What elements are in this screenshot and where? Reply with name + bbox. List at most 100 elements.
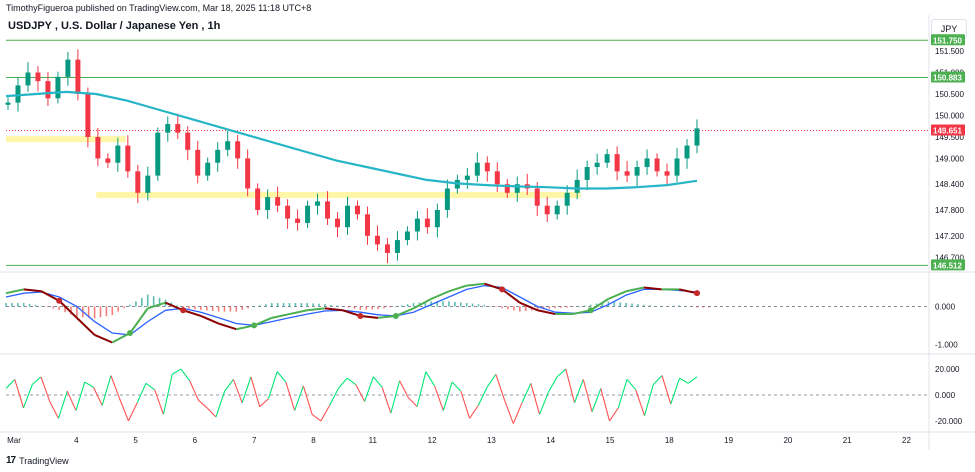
momentum-histogram-bar	[324, 304, 326, 307]
fast-wave-segment	[519, 301, 538, 312]
candle-body	[325, 201, 331, 219]
candle-body	[135, 171, 141, 193]
momentum-histogram-bar	[684, 306, 686, 307]
momentum-histogram-bar	[601, 302, 604, 307]
time-tick-label: 22	[902, 436, 911, 445]
fast-wave-segment	[111, 332, 131, 344]
momentum-histogram-bar	[241, 306, 244, 310]
fast-wave-segment	[324, 307, 343, 312]
chart-title: USDJPY , U.S. Dollar / Japanese Yen , 1h	[8, 20, 221, 32]
oscillator-segment	[294, 385, 304, 411]
fast-wave-segment	[200, 315, 220, 325]
oscillator-segment	[626, 379, 637, 391]
oscillator-segment	[250, 376, 261, 407]
price-tick-label: 151.500	[935, 47, 964, 56]
momentum-histogram-bar	[465, 303, 468, 307]
price-level-tag	[931, 124, 965, 136]
fast-wave-segment	[23, 288, 42, 293]
candle-body	[255, 188, 261, 210]
support-zone	[6, 136, 126, 143]
momentum-histogram-bar	[318, 303, 320, 307]
fast-wave-segment	[625, 286, 645, 293]
momentum-histogram-bar	[5, 303, 7, 307]
momentum-histogram-bar	[123, 306, 125, 309]
fast-wave-segment	[537, 309, 556, 316]
oscillator-segment	[267, 371, 278, 400]
momentum-histogram-bar	[495, 306, 497, 308]
candle-body	[275, 197, 281, 206]
price-level-label: 150.883	[933, 74, 962, 83]
momentum-histogram-bar	[64, 306, 66, 313]
momentum-histogram-bar	[406, 304, 409, 307]
candle-body	[225, 141, 231, 150]
price-level-label: 151.750	[933, 36, 962, 45]
price-level-tag	[931, 34, 965, 46]
moving-average-line	[5, 90, 698, 190]
candle-body	[95, 136, 101, 159]
fast-wave-segment	[147, 301, 166, 310]
oscillator-segment	[84, 381, 94, 388]
fast-wave-segment	[165, 301, 184, 312]
oscillator-segment	[92, 386, 103, 406]
cross-signal-dot	[357, 312, 364, 319]
candle-body	[514, 184, 520, 193]
candle-body	[494, 171, 500, 185]
candle-body	[315, 201, 321, 206]
momentum-histogram-bar	[141, 297, 143, 307]
candle-body	[45, 81, 51, 99]
price-tick-label: 149.000	[935, 154, 964, 163]
fast-wave-segment	[289, 309, 308, 316]
candle-body	[374, 235, 380, 245]
momentum-histogram-bar	[111, 306, 114, 315]
momentum-histogram-bar	[194, 306, 196, 310]
oscillator-segment	[259, 398, 269, 408]
fast-wave-segment	[643, 286, 662, 291]
candle-body	[205, 162, 211, 176]
candle-body	[394, 240, 400, 253]
momentum-histogram-bar	[87, 306, 90, 318]
candle-body	[35, 72, 41, 82]
momentum-histogram-bar	[637, 304, 639, 307]
momentum-histogram-bar	[105, 306, 108, 317]
momentum-histogram-bar	[672, 305, 675, 307]
candle-body	[125, 145, 131, 172]
momentum-histogram-bar	[93, 306, 96, 319]
support-zone	[96, 191, 581, 198]
momentum-histogram-bar	[129, 304, 131, 307]
momentum-histogram-bar	[265, 304, 267, 307]
candle-body	[664, 171, 670, 176]
cross-signal-dot	[499, 286, 506, 293]
fast-wave-segment	[271, 313, 290, 319]
candle-body	[115, 145, 121, 163]
oscillator-segment	[337, 377, 348, 389]
momentum-histogram-bar	[383, 306, 385, 309]
candle-body	[644, 158, 650, 168]
fast-wave-segment	[466, 282, 485, 287]
time-tick-label: 14	[546, 436, 555, 445]
oscillator-segment	[556, 368, 567, 378]
oscillator-segment	[425, 371, 436, 387]
fast-wave-segment	[182, 309, 202, 317]
candle-body	[604, 154, 610, 163]
candle-body	[165, 124, 171, 133]
momentum-histogram-bar	[259, 305, 261, 307]
momentum-histogram-bar	[359, 306, 362, 310]
momentum-histogram-bar	[513, 306, 515, 311]
momentum-histogram-bar	[176, 305, 179, 307]
candle-body	[474, 162, 480, 176]
time-tick-label: 11	[369, 436, 378, 445]
momentum-histogram-bar	[282, 303, 285, 307]
oscillator-segment	[460, 390, 471, 419]
tradingview-logo-icon: 17	[6, 455, 16, 466]
momentum-histogram-bar	[270, 303, 273, 307]
momentum-histogram-bar	[276, 303, 279, 307]
momentum-histogram-bar	[377, 306, 379, 310]
cross-signal-dot	[127, 330, 134, 337]
momentum-histogram-bar	[235, 306, 238, 312]
price-tick-label: 149.500	[935, 133, 964, 142]
candle-body	[235, 141, 241, 159]
candle-body	[624, 171, 630, 176]
momentum-histogram-bar	[424, 301, 427, 307]
candle-body	[684, 145, 690, 159]
